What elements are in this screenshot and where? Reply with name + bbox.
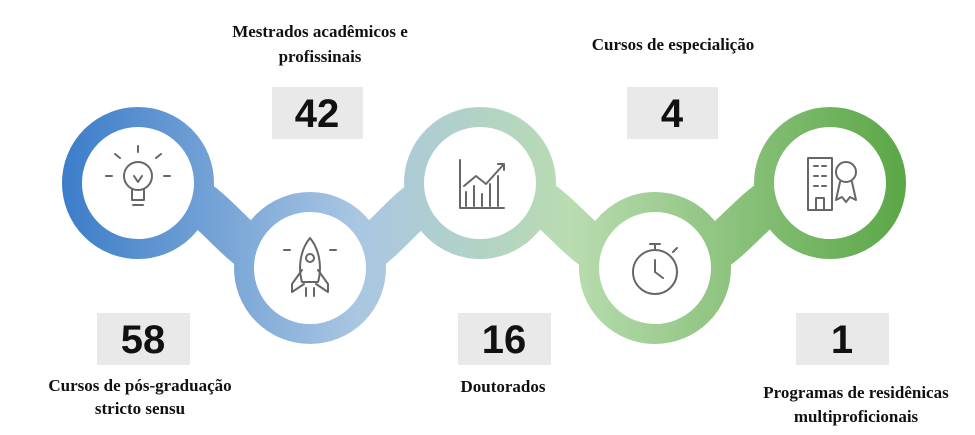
number-boxes: 58 42 16 4 1 — [97, 87, 889, 365]
icon-chart — [459, 159, 505, 209]
number-box — [627, 87, 718, 139]
ring — [234, 192, 386, 344]
number-box — [272, 87, 363, 139]
label: multiproficionais — [794, 407, 919, 426]
label: stricto sensu — [95, 399, 185, 418]
rings — [62, 107, 906, 344]
label: Cursos de pós-graduação — [48, 376, 231, 395]
label: Cursos de especialição — [592, 35, 754, 54]
ring — [62, 107, 214, 259]
number: 58 — [121, 318, 166, 362]
ring — [754, 107, 906, 259]
number: 4 — [661, 92, 684, 136]
labels: Cursos de pós-graduação stricto sensu Me… — [48, 22, 949, 426]
number: 1 — [831, 318, 853, 362]
number: 16 — [482, 318, 527, 362]
ring — [404, 107, 556, 259]
icon-bulb — [105, 145, 171, 206]
icon-rocket — [283, 237, 337, 297]
label: Mestrados acadêmicos e — [232, 22, 408, 41]
number-box — [458, 313, 551, 365]
label: Doutorados — [460, 377, 545, 396]
number-box — [796, 313, 889, 365]
icon-stopwatch — [632, 243, 678, 295]
label: Programas de residênicas — [763, 383, 949, 402]
number-box — [97, 313, 190, 365]
label: profissinais — [279, 47, 362, 66]
icon-building — [807, 157, 857, 211]
number: 42 — [295, 92, 340, 136]
